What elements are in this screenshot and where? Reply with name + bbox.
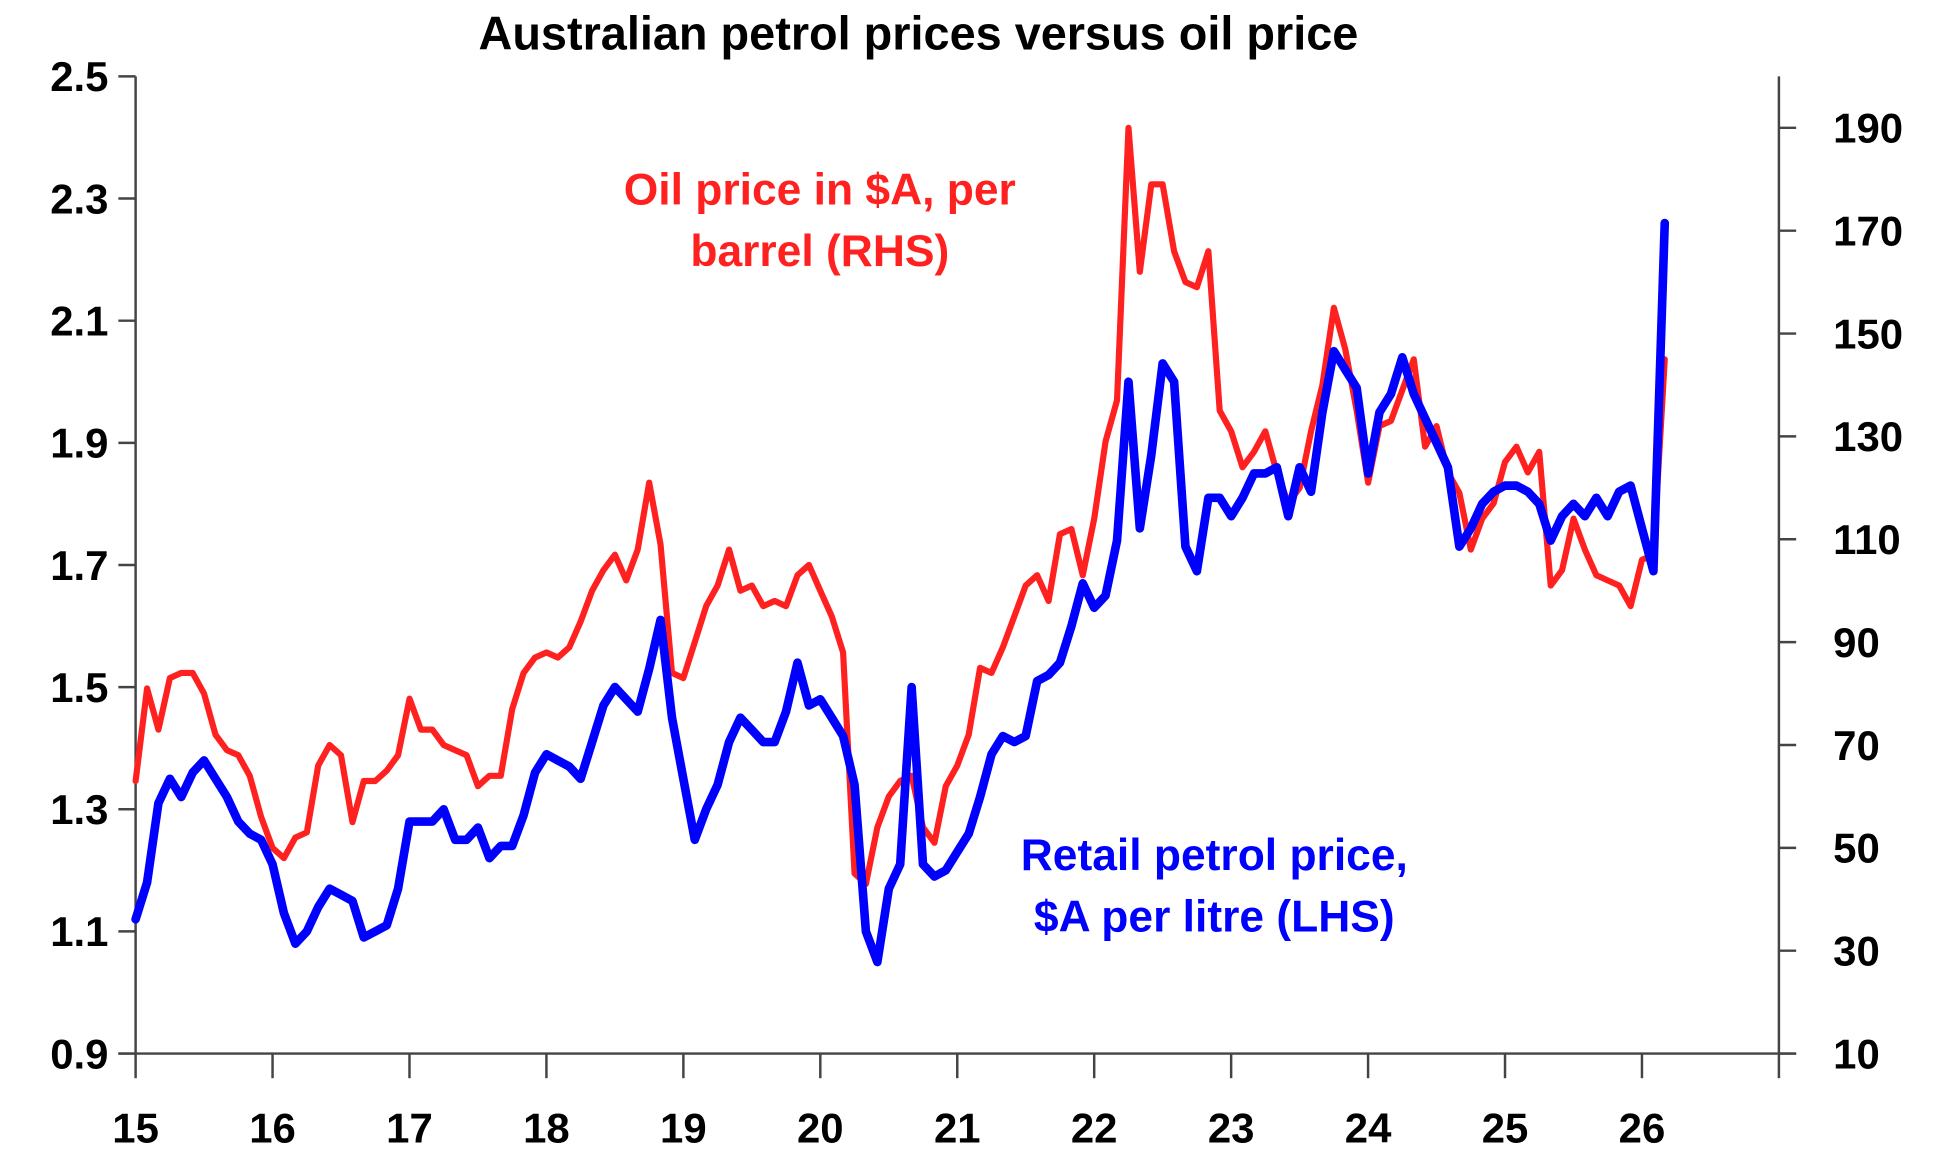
x-tick-label: 26	[1619, 1104, 1666, 1151]
series-lines	[131, 124, 1670, 967]
x-tick-label: 19	[660, 1104, 707, 1151]
x-tick-label: 21	[934, 1104, 981, 1151]
right-y-tick-label: 170	[1833, 207, 1903, 254]
x-tick-label: 24	[1345, 1104, 1392, 1151]
right-y-tick-label: 10	[1833, 1030, 1880, 1077]
petrol-price-line	[131, 218, 1670, 967]
oil-series-label-line2: barrel (RHS)	[690, 227, 949, 276]
x-tick-label: 22	[1071, 1104, 1118, 1151]
left-y-tick-label: 2.5	[50, 53, 108, 100]
petrol-series-label-line1: Retail petrol price,	[1021, 831, 1408, 880]
right-y-tick-label: 30	[1833, 927, 1880, 974]
petrol-series-label-line2: $A per litre (LHS)	[1034, 893, 1395, 942]
right-y-tick-label: 150	[1833, 310, 1903, 357]
right-y-tick-label: 90	[1833, 619, 1880, 666]
right-y-tick-label: 70	[1833, 722, 1880, 769]
axes: 0.9 1.1 1.3 1.5 1.7 1.9 2.1 2.3 2.5 10 30 50 70 90 110…	[50, 53, 1903, 1151]
left-y-tick-label: 1.3	[50, 786, 108, 833]
chart-title: Australian petrol prices versus oil pric…	[478, 7, 1358, 59]
oil-series-label-line1: Oil price in $A, per	[624, 166, 1016, 215]
x-tick-label: 16	[249, 1104, 296, 1151]
x-tick-label: 25	[1482, 1104, 1529, 1151]
right-y-tick-label: 130	[1833, 413, 1903, 460]
x-tick-label: 23	[1208, 1104, 1255, 1151]
left-y-tick-label: 1.7	[50, 542, 108, 589]
left-y-tick-label: 1.9	[50, 420, 108, 467]
right-y-tick-label: 110	[1833, 516, 1901, 563]
x-tick-label: 18	[523, 1104, 570, 1151]
right-y-tick-label: 50	[1833, 825, 1880, 872]
left-y-tick-label: 2.1	[50, 297, 108, 344]
right-y-tick-label: 190	[1833, 105, 1903, 152]
left-y-tick-label: 1.1	[50, 908, 108, 955]
left-y-tick-label: 0.9	[50, 1030, 108, 1077]
x-tick-label: 15	[112, 1104, 159, 1151]
x-tick-label: 17	[386, 1104, 433, 1151]
left-y-tick-label: 1.5	[50, 664, 108, 711]
x-tick-label: 20	[797, 1104, 844, 1151]
left-y-tick-label: 2.3	[50, 175, 108, 222]
